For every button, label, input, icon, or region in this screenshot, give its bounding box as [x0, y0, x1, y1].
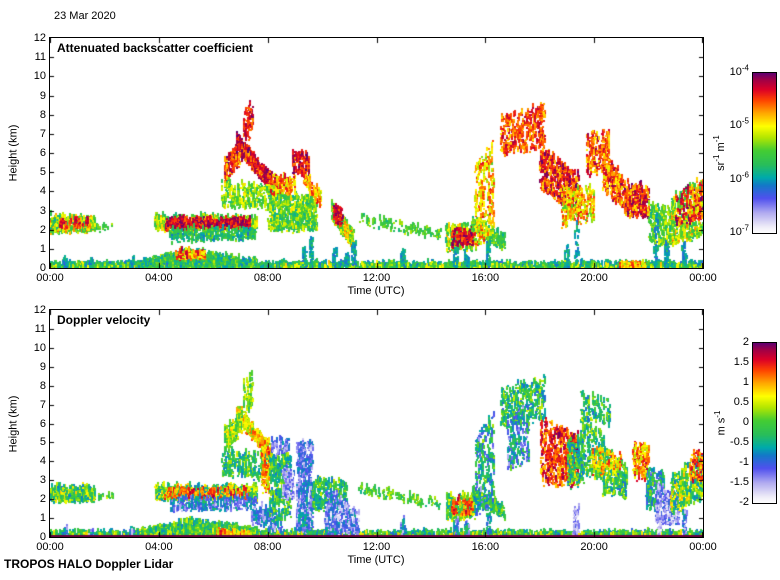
x-tick-label: 20:00 [580, 541, 608, 553]
panel-velocity: Doppler velocity [49, 309, 704, 538]
date-label: 23 Mar 2020 [54, 10, 116, 22]
x-tick-label: 00:00 [689, 541, 717, 553]
colorbar-tick-label: 0.5 [733, 396, 749, 408]
y-tick-label: 7 [39, 127, 46, 140]
x-tick-label: 00:00 [689, 272, 717, 284]
y-tick-label: 0 [39, 531, 46, 543]
colorbar-tick-label: -2 [739, 496, 749, 508]
velocity-plot-canvas [50, 310, 703, 537]
colorbar-tick-label: -1 [739, 456, 749, 468]
colorbar-backscatter [752, 72, 777, 234]
colorbar-tick-label: -0.5 [730, 436, 749, 448]
y-tick-label: 12 [33, 32, 46, 44]
y-tick-label: 6 [39, 417, 46, 430]
x-tick-label: 04:00 [145, 272, 173, 284]
backscatter-plot-canvas [50, 38, 703, 268]
colorbar-velocity [752, 342, 777, 504]
y-tick-label: 9 [39, 89, 46, 102]
x-axis-label-top: Time (UTC) [347, 285, 405, 297]
panel-title-backscatter: Attenuated backscatter coefficient [57, 41, 254, 55]
colorbar-backscatter-canvas [753, 73, 776, 233]
instrument-label: TROPOS HALO Doppler Lidar [4, 557, 174, 571]
y-tick-label: 1 [39, 242, 46, 255]
colorbar-tick-label: 10-4 [729, 63, 749, 78]
x-tick-label: 16:00 [471, 541, 500, 553]
y-tick-label: 10 [33, 70, 46, 83]
x-tick-label: 04:00 [145, 541, 173, 553]
y-tick-label: 2 [39, 493, 46, 506]
x-tick-label: 12:00 [362, 272, 391, 284]
y-tick-label: 8 [39, 108, 46, 121]
y-tick-label: 10 [33, 341, 46, 354]
x-axis-label-bottom: Time (UTC) [347, 554, 405, 566]
y-tick-label: 8 [39, 379, 46, 392]
x-tick-label: 08:00 [253, 272, 282, 284]
y-tick-label: 9 [39, 360, 46, 373]
colorbar-tick-label: 1 [742, 376, 749, 388]
panel-backscatter: Attenuated backscatter coefficient [49, 37, 704, 269]
y-tick-label: 11 [34, 51, 46, 64]
y-tick-label: 0 [39, 262, 46, 274]
y-tick-label: 6 [39, 147, 46, 159]
colorbar-tick-label: 0 [742, 416, 749, 428]
x-tick-label: 00:00 [36, 272, 64, 284]
x-tick-label: 20:00 [580, 272, 608, 284]
colorbar-unit-label: sr-1 m-1 [712, 135, 727, 171]
y-tick-label: 3 [39, 204, 46, 217]
y-tick-label: 12 [33, 304, 46, 316]
panel-title-velocity: Doppler velocity [57, 313, 151, 327]
x-tick-label: 08:00 [253, 541, 282, 553]
x-tick-label: 16:00 [471, 272, 500, 284]
x-tick-label: 00:00 [36, 541, 64, 553]
colorbar-tick-label: 10-6 [729, 170, 749, 185]
colorbar-tick-label: 10-7 [729, 223, 749, 238]
colorbar-velocity-canvas [753, 343, 776, 503]
colorbar-tick-label: 1.5 [733, 356, 749, 368]
colorbar-tick-label: 2 [742, 336, 749, 348]
y-tick-label: 5 [39, 166, 46, 179]
y-tick-label: 7 [39, 398, 46, 411]
y-tick-label: 5 [39, 436, 46, 449]
y-tick-label: 2 [39, 223, 46, 236]
colorbar-tick-label: 10-5 [729, 116, 749, 132]
y-tick-label: 11 [34, 322, 46, 335]
y-tick-label: 3 [39, 474, 46, 487]
colorbar-unit-backscatter: sr-1 m-1 [711, 73, 731, 233]
y-tick-label: 4 [39, 185, 46, 198]
x-tick-label: 12:00 [362, 541, 391, 553]
y-tick-label: 1 [39, 512, 46, 525]
colorbar-tick-label: -1.5 [730, 476, 749, 488]
y-tick-label: 4 [39, 455, 46, 468]
